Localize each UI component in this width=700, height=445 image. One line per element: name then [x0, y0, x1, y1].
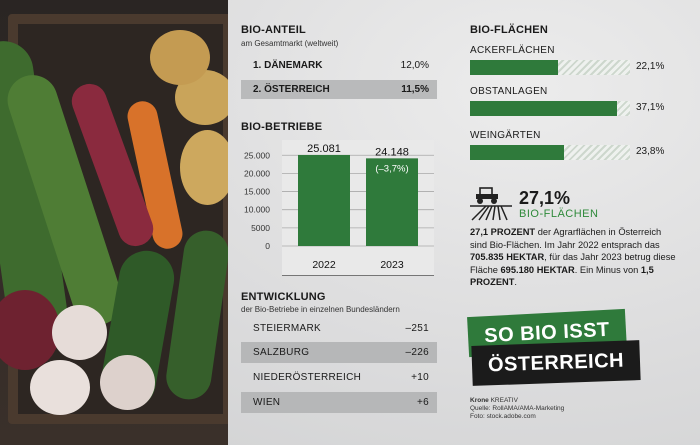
area-fill — [470, 145, 565, 160]
credit-source: Quelle: RollAMA/AMA-Marketing — [470, 405, 565, 412]
bar-change-label: (–3,7%) — [375, 163, 408, 174]
share-value: 11,5% — [401, 84, 429, 95]
dev-row-salzburg: SALZBURG –226 — [241, 342, 437, 363]
stat-p8: . — [514, 277, 518, 288]
stat-value: 27,1% — [519, 188, 571, 208]
area-value-acker: 22,1% — [636, 61, 665, 72]
dev-value: +6 — [416, 397, 429, 408]
credit-brand: Krone KREATIV — [470, 397, 518, 404]
potato-shape — [180, 130, 228, 205]
area-label-wein: WEINGÄRTEN — [470, 130, 541, 141]
share-row-oesterreich: 2. ÖSTERREICH 11,5% — [241, 80, 437, 99]
credit-photo: Foto: stock.adobe.com — [470, 413, 536, 420]
stat-p6: . Ein Minus von — [574, 264, 641, 275]
dev-label: WIEN — [253, 397, 281, 408]
entwicklung-subtitle: der Bio-Betriebe in einzelnen Bundesländ… — [241, 305, 400, 314]
entwicklung-title: ENTWICKLUNG — [241, 291, 326, 303]
dev-row-niederoesterreich: NIEDERÖSTERREICH +10 — [241, 367, 437, 388]
bio-anteil-subtitle: am Gesamtmarkt (weltweit) — [241, 39, 339, 48]
dev-row-wien: WIEN +6 — [241, 392, 437, 413]
area-bar-obst — [470, 101, 630, 116]
badge-line2: ÖSTERREICH — [471, 340, 641, 386]
dev-value: –251 — [405, 323, 429, 334]
area-value-wein: 23,8% — [636, 146, 665, 157]
share-label: 1. DÄNEMARK — [253, 60, 323, 71]
bar-2023 — [366, 158, 418, 246]
stat-paragraph: 27,1 PROZENT der Agrarflächen in Österre… — [470, 226, 680, 289]
dev-value: +10 — [411, 372, 429, 383]
stat-p7: 1,5 PROZENT — [470, 264, 654, 288]
bio-betriebe-title: BIO-BETRIEBE — [241, 121, 323, 133]
share-value: 12,0% — [400, 60, 429, 71]
y-tick-label: 25.000 — [244, 150, 270, 160]
garlic-shape — [30, 360, 90, 415]
dev-label: STEIERMARK — [253, 323, 322, 334]
bio-betriebe-bar-chart: 0 5000 10.000 15.000 20.000 25.000 25.081 2022 2… — [244, 140, 434, 276]
stat-label: BIO-FLÄCHEN — [519, 208, 599, 220]
tractor-field-icon — [470, 187, 512, 221]
area-bar-wein — [470, 145, 630, 160]
y-tick-label: 0 — [265, 241, 270, 251]
bar-value-label: 24.148 — [375, 146, 409, 158]
stat-p3: 705.835 HEKTAR — [470, 252, 545, 263]
garlic-shape — [52, 305, 107, 360]
beet-shape — [0, 290, 60, 370]
bar-value-label: 25.081 — [307, 143, 341, 155]
area-fill — [470, 101, 617, 116]
dev-row-steiermark: STEIERMARK –251 — [241, 318, 437, 339]
stat-p1: 27,1 PROZENT — [470, 227, 536, 237]
stat-p2: der Agrarflächen in Österreich sind Bio-… — [470, 227, 662, 250]
y-tick-label: 5000 — [251, 223, 270, 233]
dev-label: SALZBURG — [253, 347, 310, 358]
garlic-shape — [100, 355, 155, 410]
dev-value: –226 — [405, 347, 429, 358]
share-label: 2. ÖSTERREICH — [253, 84, 330, 95]
y-tick-label: 10.000 — [244, 205, 270, 215]
share-row-daenemark: 1. DÄNEMARK 12,0% — [241, 56, 437, 75]
area-fill — [470, 60, 558, 75]
area-label-acker: ACKERFLÄCHEN — [470, 45, 555, 56]
potato-shape — [150, 30, 210, 85]
y-tick-label: 20.000 — [244, 168, 270, 178]
credit-brand-suffix: KREATIV — [488, 397, 518, 404]
x-tick-label: 2023 — [380, 259, 404, 271]
area-value-obst: 37,1% — [636, 102, 665, 113]
bio-flaechen-title: BIO-FLÄCHEN — [470, 24, 548, 36]
bar-2022 — [298, 154, 350, 246]
stat-p5: 695.180 HEKTAR — [500, 264, 575, 275]
credit-brand-name: Krone — [470, 397, 489, 404]
vegetable-photo — [0, 0, 228, 445]
area-bar-acker — [470, 60, 630, 75]
dev-label: NIEDERÖSTERREICH — [253, 372, 362, 383]
y-tick-label: 15.000 — [244, 187, 270, 197]
bio-anteil-title: BIO-ANTEIL — [241, 24, 306, 36]
x-tick-label: 2022 — [312, 259, 336, 271]
stat-p4: , für das Jahr 2023 betrug diese Fläche — [470, 252, 676, 275]
area-label-obst: OBSTANLAGEN — [470, 86, 548, 97]
